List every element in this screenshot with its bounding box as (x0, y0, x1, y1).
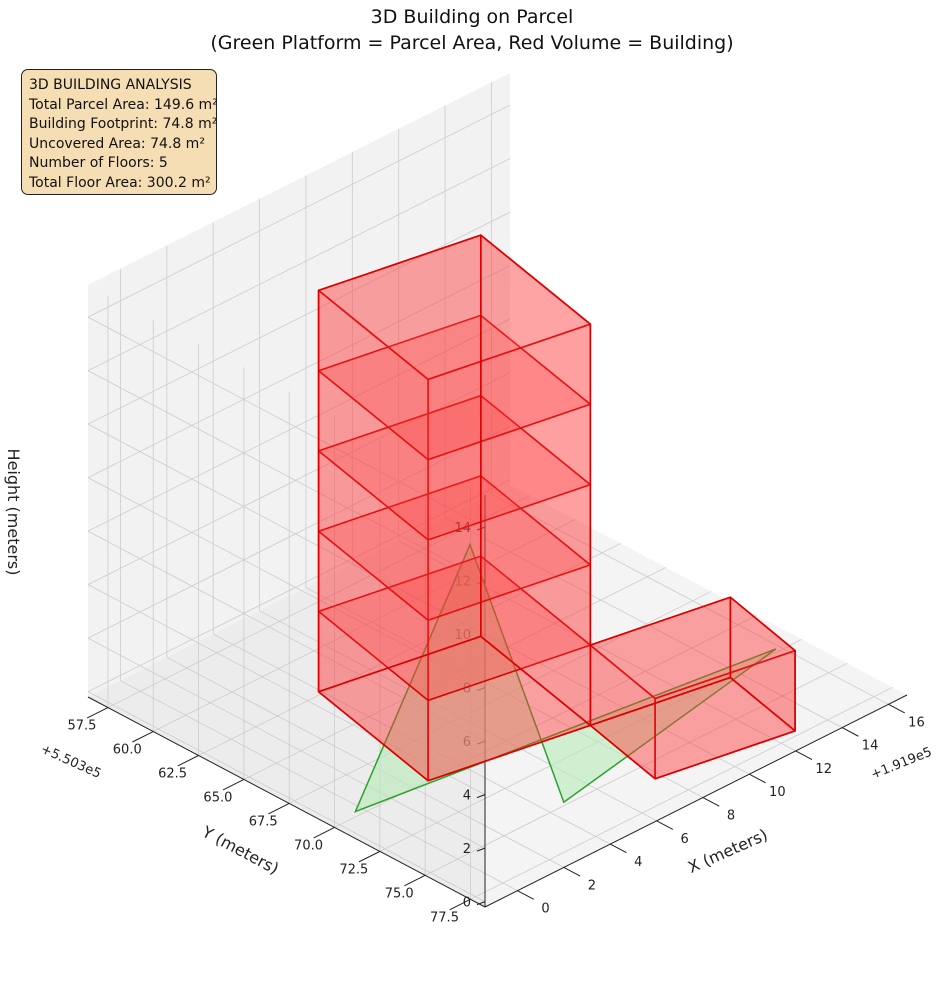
info-footprint: Building Footprint: 74.8 m² (29, 116, 218, 133)
grid-z-right (87, 425, 511, 639)
grid-y-floor (470, 686, 893, 900)
y-tick-mark (222, 779, 245, 791)
grid-z-left (87, 477, 486, 688)
y-tick-mark (358, 850, 381, 863)
grid-x-floor (491, 493, 889, 705)
x-tick-label: 16 (908, 715, 925, 730)
x-tick-mark (656, 820, 674, 830)
y-tick-mark (449, 898, 471, 911)
info-parcel-area: Total Parcel Area: 149.6 m² (29, 96, 218, 113)
x-offset-label: +1.919e5 (869, 745, 934, 783)
grid-y-floor (153, 519, 576, 732)
z-tick-mark (476, 847, 486, 852)
x-tick-label: 14 (862, 739, 879, 754)
grid-z-right (87, 479, 511, 693)
x-tick-mark (841, 727, 859, 737)
grid-z-right (87, 211, 511, 425)
grid-z-right (87, 158, 511, 371)
grid-z-right (87, 318, 511, 532)
y-axis-line (87, 696, 486, 908)
y-offset-label: +5.503e5 (38, 742, 103, 782)
parcel-platform (354, 542, 777, 813)
x-tick-label: 8 (727, 809, 735, 824)
info-heading: 3D BUILDING ANALYSIS (29, 77, 192, 93)
grid-z-right (87, 372, 511, 585)
x-tick-mark (888, 703, 905, 714)
y-tick-label: 65.0 (203, 790, 232, 805)
x-axis-line (484, 694, 908, 908)
z-tick-label: 4 (463, 789, 471, 804)
info-floors: Number of Floors: 5 (29, 155, 168, 172)
y-tick-label: 60.0 (113, 743, 142, 758)
y-tick-label: 57.5 (67, 719, 96, 734)
grid-z-left (87, 637, 486, 849)
y-tick-label: 70.0 (294, 838, 323, 853)
y-tick-label: 67.5 (249, 814, 278, 829)
grid-x-floor (166, 657, 565, 868)
x-tick-mark (563, 866, 581, 877)
chart-subtitle: (Green Platform = Parcel Area, Red Volum… (210, 32, 734, 54)
y-axis-label: Y (meters) (198, 822, 282, 879)
z-tick-label: 2 (463, 842, 471, 857)
building-volume (317, 234, 796, 782)
info-box: 3D BUILDING ANALYSIS Total Parcel Area: … (21, 69, 218, 195)
info-floor-area: Total Floor Area: 300.2 m² (29, 174, 211, 191)
grid-x-floor (120, 680, 518, 892)
y-tick-label: 77.5 (430, 910, 459, 925)
y-tick-mark (268, 802, 290, 815)
y-tick-mark (86, 707, 109, 719)
x-tick-label: 12 (815, 762, 832, 777)
grid-z-left (87, 370, 486, 581)
x-tick-label: 2 (588, 878, 596, 893)
wing_b-wall (729, 596, 796, 732)
grid-x-floor (444, 517, 843, 728)
x-tick-label: 0 (541, 902, 549, 917)
y-tick-label: 62.5 (158, 766, 187, 781)
x-tick-mark (749, 773, 766, 784)
x-axis-label: X (meters) (685, 825, 770, 877)
x-tick-label: 6 (680, 832, 688, 847)
grid-z-left (87, 423, 486, 635)
grid-z-right (87, 265, 511, 478)
y-tick-label: 72.5 (339, 862, 368, 877)
y-tick-mark (177, 755, 199, 767)
info-uncovered: Uncovered Area: 74.8 m² (29, 135, 205, 152)
grid-z-right (87, 104, 511, 318)
y-tick-mark (132, 731, 154, 743)
x-tick-mark (795, 750, 813, 760)
z-tick-label: 0 (463, 896, 471, 911)
chart-title: 3D Building on Parcel (370, 6, 574, 28)
y-tick-mark (404, 874, 426, 887)
x-tick-mark (609, 843, 627, 854)
y-tick-label: 75.0 (385, 886, 414, 901)
right-wall-pane (88, 73, 510, 697)
wing_a-wall (317, 234, 482, 693)
x-tick-mark (517, 890, 535, 900)
x-tick-label: 10 (769, 785, 786, 800)
z-axis-label: Height (meters) (4, 449, 23, 576)
grid-z-left (87, 316, 486, 528)
y-tick-mark (313, 826, 335, 839)
x-tick-mark (702, 797, 720, 807)
x-tick-label: 4 (634, 855, 642, 870)
grid-y-floor (424, 662, 848, 876)
grid-z-left (87, 691, 486, 903)
z-tick-mark (476, 794, 486, 799)
z-tick-mark (476, 901, 486, 906)
parcel-polygon (354, 542, 777, 813)
